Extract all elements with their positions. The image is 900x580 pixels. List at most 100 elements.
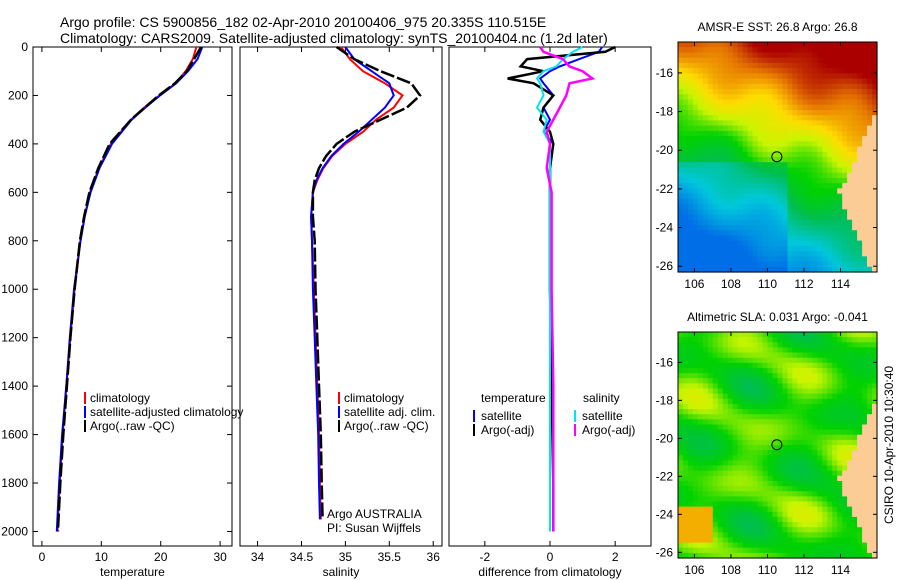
- map-cell: [742, 403, 749, 410]
- map-cell: [862, 57, 868, 64]
- map-cell: [792, 62, 798, 69]
- map-cell: [757, 78, 764, 85]
- map-cell: [872, 115, 878, 121]
- map-cell: [732, 516, 739, 523]
- map-cell: [697, 383, 704, 390]
- map-cell: [717, 130, 724, 137]
- map-cell: [727, 130, 734, 137]
- map-cell: [832, 219, 838, 226]
- map-cell: [742, 511, 749, 518]
- map-cell: [688, 378, 694, 384]
- map-cell: [757, 352, 764, 359]
- map-cell: [762, 465, 769, 472]
- map-cell: [683, 193, 689, 200]
- map-cell: [802, 496, 808, 503]
- map-cell: [737, 506, 744, 513]
- map-cell: [697, 527, 704, 533]
- map-cell: [747, 198, 754, 205]
- lat-tick-label: -24: [656, 507, 674, 521]
- map-cell: [852, 62, 858, 69]
- map-cell: [832, 522, 838, 528]
- map-cell: [707, 225, 714, 231]
- map-cell: [792, 245, 798, 252]
- map-cell: [792, 214, 798, 221]
- map-cell: [732, 501, 739, 508]
- map-cell: [872, 357, 878, 364]
- map-cell: [817, 89, 823, 95]
- map-cell: [722, 439, 729, 446]
- map-cell: [782, 532, 789, 538]
- map-cell: [842, 332, 848, 338]
- map-cell: [832, 378, 838, 384]
- map-cell: [692, 542, 699, 549]
- map-cell: [812, 388, 818, 395]
- map-cell: [807, 62, 813, 69]
- map-cell: [862, 151, 868, 158]
- map-cell: [867, 465, 873, 472]
- argo-location-marker: [771, 151, 783, 163]
- lon-tick-label: 106: [684, 277, 704, 291]
- map-cell: [747, 470, 754, 477]
- map-cell: [772, 475, 779, 482]
- map-cell: [807, 409, 813, 415]
- map-cell: [707, 151, 714, 158]
- map-cell: [777, 342, 784, 348]
- map-cell: [807, 465, 813, 472]
- map-cell: [802, 522, 808, 528]
- map-cell: [692, 537, 699, 544]
- map-cell: [792, 486, 798, 492]
- map-cell: [697, 198, 704, 205]
- map-cell: [847, 552, 853, 559]
- map-cell: [717, 52, 724, 59]
- map-cell: [732, 342, 739, 348]
- map-cell: [807, 68, 813, 74]
- map-cell: [847, 501, 853, 508]
- map-cell: [832, 424, 838, 431]
- map-cell: [802, 547, 808, 554]
- map-cell: [767, 357, 774, 364]
- map-cell: [712, 393, 719, 400]
- map-cell: [697, 470, 704, 477]
- map-cell: [707, 445, 714, 451]
- map-cell: [742, 240, 749, 247]
- map-cell: [742, 337, 749, 343]
- map-cell: [777, 450, 784, 456]
- map-cell: [842, 398, 848, 405]
- map-cell: [727, 73, 734, 80]
- map-cell: [702, 94, 709, 101]
- map-cell: [872, 465, 878, 472]
- map-cell: [692, 151, 699, 158]
- map-cell: [852, 337, 858, 343]
- map-cell: [847, 214, 853, 221]
- map-cell: [702, 409, 709, 415]
- map-cell: [742, 383, 749, 390]
- map-cell: [678, 198, 684, 205]
- map-cell: [717, 532, 724, 538]
- map-cell: [697, 352, 704, 359]
- map-cell: [867, 235, 873, 242]
- map-cell: [737, 439, 744, 446]
- map-cell: [772, 552, 779, 559]
- map-cell: [847, 120, 853, 127]
- map-cell: [787, 177, 794, 184]
- map-cell: [797, 481, 803, 487]
- map-cell: [692, 373, 699, 379]
- map-cell: [772, 332, 779, 338]
- map-cell: [688, 475, 694, 482]
- map-cell: [707, 516, 714, 523]
- map-cell: [872, 547, 878, 554]
- map-cell: [712, 419, 719, 425]
- map-cell: [762, 511, 769, 518]
- map-cell: [872, 235, 878, 242]
- map-cell: [737, 347, 744, 354]
- map-cell: [722, 167, 729, 174]
- map-cell: [847, 256, 853, 263]
- map-cell: [757, 162, 764, 168]
- map-cell: [827, 62, 833, 69]
- map-cell: [787, 450, 794, 456]
- map-cell: [792, 94, 798, 101]
- map-cell: [683, 368, 689, 374]
- map-cell: [712, 337, 719, 343]
- map-cell: [837, 383, 843, 390]
- map-cell: [852, 266, 858, 273]
